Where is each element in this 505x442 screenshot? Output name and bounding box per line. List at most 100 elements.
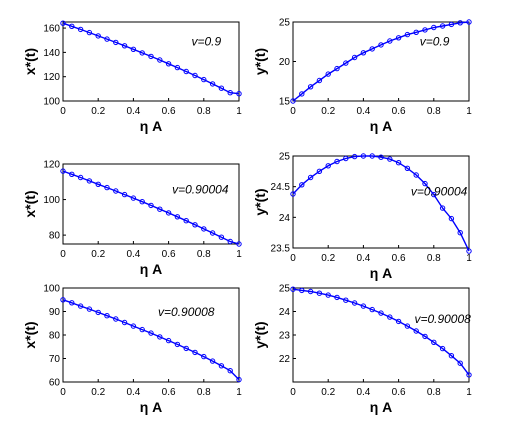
panel-2-data-point [431,24,437,31]
panel-3-data-point [130,195,137,201]
panel-3-data-point [95,181,101,188]
panel-4-data-point [387,156,393,162]
panel-2-xtick-label: 0.2 [321,106,335,117]
panel-5-y-axis-label: x*(t) [22,321,38,348]
panel-3-ytick-label: 80 [49,231,61,242]
panel-2-frame [292,21,470,102]
panel-4-xtick-label: 0.4 [356,253,370,264]
panel-5-data-point [209,358,216,364]
panel-4-data-point [439,205,446,211]
panel-6-data-point [343,297,349,303]
panel-2-x-axis-label: η A [370,118,393,134]
panel-4-y-axis-label: y*(t) [252,188,268,215]
panel-2-y-axis-label: y*(t) [252,48,268,75]
panel-6-data-point [351,300,358,306]
panel-4-data-point [290,191,296,197]
panel-3-xtick-label: 0.6 [162,249,176,260]
panel-6-x-axis-label: η A [370,399,393,415]
panel-5-data-point [157,334,163,340]
panel-5-data-point [113,316,119,322]
panel-4-xtick-label: 1 [466,253,472,264]
panel-2-data-point [387,38,393,44]
panel-1-data-point [218,85,225,91]
panel-1-data-point [183,68,189,75]
panel-1-ytick-label: 160 [43,24,60,35]
panel-2-data-point [395,35,402,41]
panel-4-data-point [316,168,323,175]
panel-2-xtick-label: 1 [466,106,472,117]
panel-4-data-point [334,158,340,165]
panel-5-data-point [60,297,66,303]
panel-5-data-point [139,326,145,333]
panel-1-data-point [201,76,207,83]
panel-5-data-point [86,306,93,312]
panel-5-ytick-label: 90 [49,307,61,318]
panel-5-xtick-label: 0.6 [162,387,176,398]
panel-6-ytick-label: 24 [279,307,291,318]
panel-2-series-line [292,21,470,102]
panel-4-xtick-label: 0.6 [392,253,406,264]
panel-1-annotation: v=0.9 [191,35,221,49]
panel-6-data-point [404,323,411,329]
panel-1-xtick-label: 1 [236,106,242,117]
panel-6-annotation: v=0.90008 [414,312,471,326]
panel-1-data-point [174,64,181,71]
panel-1-data-point [139,50,145,56]
panel-2-data-point [457,20,463,26]
panel-1-xtick-label: 0.6 [162,106,176,117]
panel-1-xtick-label: 0 [60,106,66,117]
panel-4-data-point [299,182,305,188]
panel-4-data-point [378,154,384,160]
panel-4-data-point [431,191,437,198]
panel-2-annotation: v=0.9 [420,35,450,49]
panel-3-data-point [69,171,75,178]
panel-3-data-point [77,174,84,181]
panel-1-data-point [95,33,101,39]
panel-5-ytick-label: 70 [49,354,61,365]
panel-1-data-point [60,20,66,26]
panel-5-xtick-label: 0.2 [91,387,105,398]
panel-1-x-axis-label: η A [140,118,163,134]
panel-2-xtick-label: 0.6 [392,106,406,117]
panel-5-ytick-label: 60 [49,378,61,389]
panel-3-data-point [174,214,181,220]
panel-4-data-point [404,165,411,172]
panel-5-annotation: v=0.90008 [158,305,215,319]
panel-1-xtick-label: 0.4 [126,106,140,117]
panel-6-data-point [466,372,472,378]
panel-6-data-point [413,328,419,334]
panel-3-data-point [121,191,128,198]
panel-6-data-point [387,314,393,320]
panel-5-data-point [227,368,233,374]
panel-2-xtick-label: 0 [290,106,296,117]
panel-3-data-point [113,188,119,194]
panel-4-data-point [360,153,367,159]
panel-3-frame [62,163,240,245]
panel-1-y-axis-label: x*(t) [22,48,38,75]
panel-5-data-point [95,309,101,316]
panel-2-ytick-label: 15 [279,97,291,108]
panel-6-xtick-label: 0.4 [356,387,370,398]
panel-3-xtick-label: 1 [236,249,242,260]
panel-4-data-point [325,163,331,169]
panel-6-data-point [369,306,375,313]
panel-3-data-point [236,241,242,247]
panel-2-data-point [307,84,314,90]
panel-6-ytick-label: 23 [279,331,291,342]
panel-3-annotation: v=0.90004 [172,183,229,197]
panel-5-ytick-label: 100 [43,284,60,295]
panel-2-xtick-label: 0.8 [427,106,441,117]
panel-3-xtick-label: 0.4 [126,249,140,260]
panel-5-data-point [165,337,172,344]
panel-4-data-point [351,153,358,160]
panel-5-data-point [130,323,137,329]
panel-4-ytick-label: 23.5 [271,244,291,255]
panel-3-data-point [86,178,93,184]
panel-1-data-point [236,91,242,97]
panel-6-data-point [395,318,402,325]
panel-6-data-point [422,333,428,340]
panel-6-frame [292,287,470,383]
panel-3-ytick-label: 100 [43,195,60,206]
panel-1-data-point [69,23,75,29]
